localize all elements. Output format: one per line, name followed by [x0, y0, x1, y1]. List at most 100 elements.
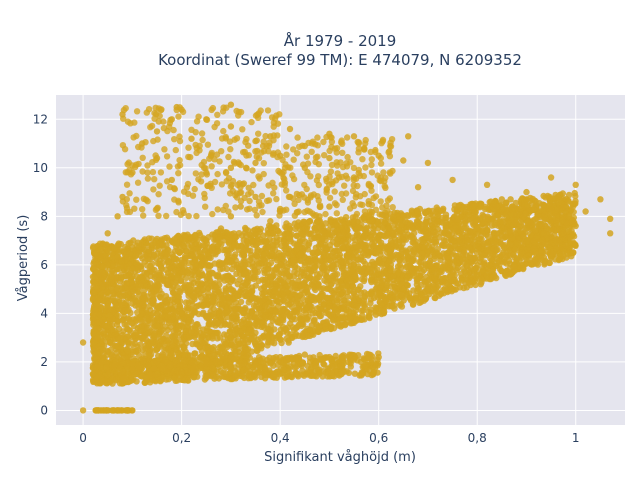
data-point — [571, 242, 579, 249]
data-point — [511, 245, 519, 253]
data-point — [185, 281, 193, 289]
data-point — [115, 249, 123, 256]
data-point — [524, 218, 532, 226]
data-point — [328, 323, 335, 331]
data-point — [345, 237, 352, 244]
data-point — [189, 292, 196, 300]
data-point — [248, 335, 256, 343]
data-point — [163, 337, 171, 344]
data-point — [283, 326, 290, 333]
data-point — [219, 260, 226, 268]
data-point — [312, 227, 319, 234]
data-point — [90, 265, 97, 273]
data-point — [484, 226, 491, 233]
data-point — [359, 312, 366, 319]
data-point — [501, 244, 508, 251]
data-point — [445, 243, 452, 250]
data-point — [199, 286, 206, 294]
data-point — [507, 196, 514, 203]
data-point — [460, 220, 467, 228]
data-point — [303, 304, 310, 311]
data-point — [387, 238, 395, 245]
data-point — [150, 297, 157, 304]
data-point — [381, 219, 388, 227]
data-point — [264, 243, 272, 251]
data-point — [330, 316, 337, 323]
data-point — [211, 287, 218, 294]
data-point — [495, 257, 502, 265]
data-point — [317, 220, 324, 227]
data-point — [245, 330, 252, 337]
data-point — [247, 247, 254, 254]
data-point — [439, 275, 446, 283]
data-point — [369, 240, 376, 247]
data-point — [253, 298, 261, 306]
data-point — [317, 305, 324, 313]
data-point — [450, 225, 457, 232]
data-point — [144, 256, 151, 263]
data-point — [293, 232, 301, 239]
data-point — [173, 344, 181, 351]
data-point — [210, 250, 217, 257]
data-point — [316, 313, 323, 320]
data-point — [498, 224, 505, 231]
data-point — [195, 245, 202, 252]
data-point — [293, 306, 300, 314]
data-point — [551, 232, 558, 239]
data-point — [144, 318, 151, 325]
data-point — [535, 222, 543, 229]
data-point — [520, 213, 527, 221]
data-point — [418, 291, 425, 298]
data-point — [363, 224, 371, 231]
data-point — [275, 332, 283, 339]
data-point — [156, 276, 163, 284]
data-point — [98, 295, 106, 302]
data-point — [367, 296, 375, 303]
data-point — [445, 231, 452, 239]
data-point — [228, 265, 236, 273]
data-point — [434, 288, 441, 296]
data-point — [368, 290, 376, 298]
data-point — [136, 274, 144, 281]
data-point — [395, 226, 403, 234]
data-point — [184, 306, 192, 313]
data-point — [571, 189, 578, 197]
data-point — [124, 348, 131, 355]
data-point — [267, 223, 274, 231]
data-point — [403, 249, 410, 256]
data-point — [352, 317, 360, 325]
data-point — [546, 259, 553, 267]
data-point — [257, 225, 264, 233]
data-point — [246, 320, 253, 327]
data-point — [472, 217, 479, 225]
data-point — [261, 295, 268, 303]
data-point — [192, 350, 199, 357]
data-point — [420, 297, 428, 304]
data-point — [254, 323, 261, 330]
data-point — [432, 240, 440, 247]
data-point — [540, 230, 547, 237]
data-point — [380, 267, 388, 274]
data-point — [205, 266, 212, 273]
data-point — [559, 190, 566, 197]
data-point — [151, 252, 158, 259]
data-point — [268, 278, 275, 285]
data-point — [134, 346, 142, 354]
data-point — [386, 258, 393, 265]
data-point — [290, 257, 297, 264]
data-point — [398, 264, 405, 271]
data-point — [245, 299, 252, 306]
data-point — [309, 327, 316, 334]
data-point — [210, 298, 217, 305]
data-point — [423, 273, 430, 281]
data-point — [540, 192, 547, 200]
data-point — [553, 217, 560, 224]
data-point — [108, 277, 116, 284]
data-point — [182, 299, 190, 306]
data-point — [360, 297, 368, 305]
data-point — [406, 258, 413, 265]
data-point — [273, 222, 280, 229]
data-point — [124, 307, 132, 315]
data-point — [106, 312, 113, 319]
data-point — [126, 250, 134, 257]
